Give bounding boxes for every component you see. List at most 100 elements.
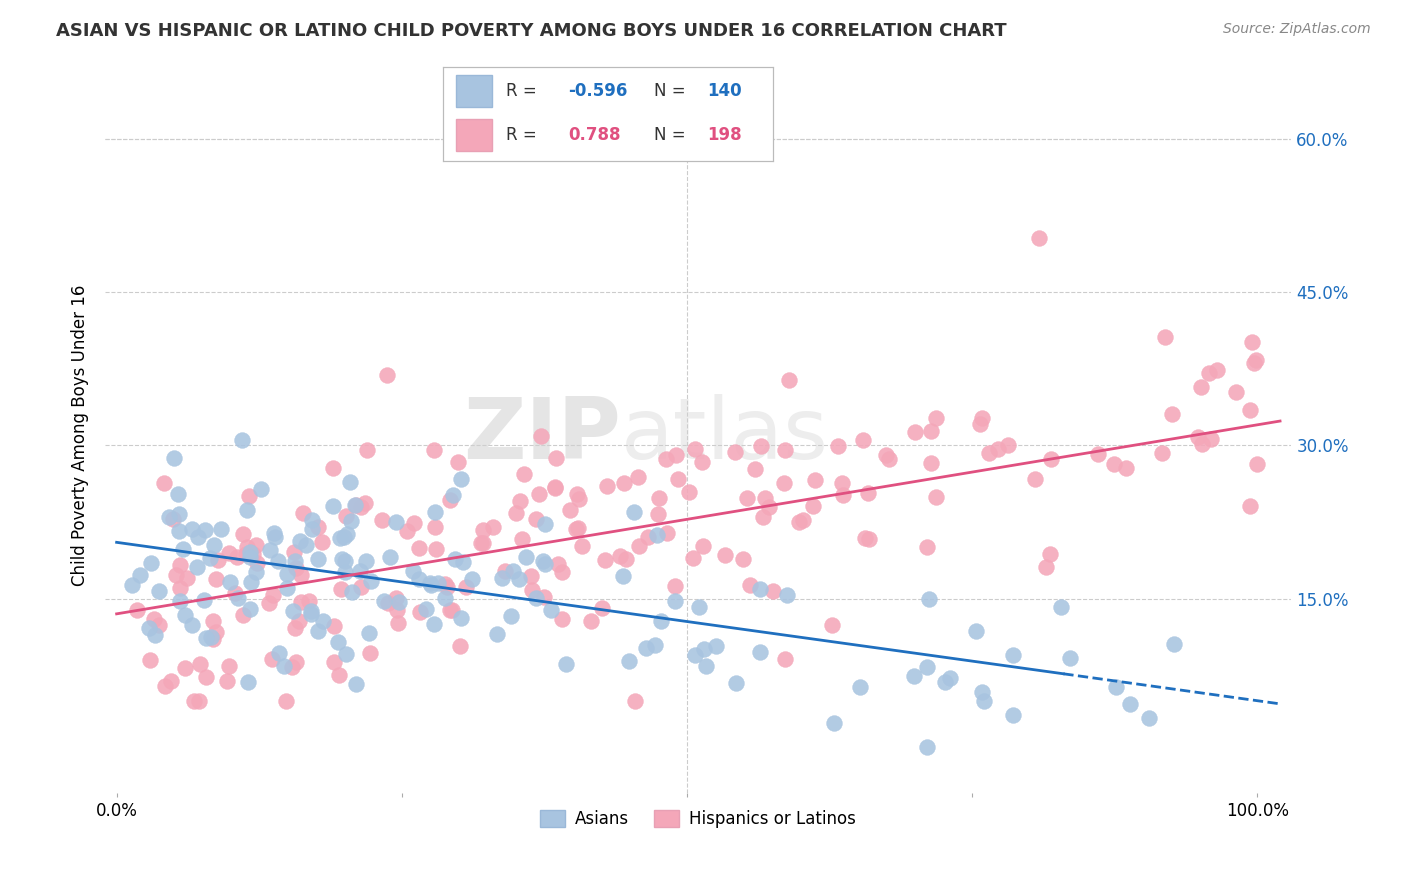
Point: [647, 507, 669, 521]
Point: [1246, 457, 1268, 471]
Point: [470, 535, 492, 549]
Point: [301, 607, 323, 621]
Point: [918, 592, 941, 607]
Point: [169, 582, 191, 596]
Point: [436, 580, 458, 594]
Point: [1161, 407, 1184, 421]
Point: [692, 641, 714, 656]
Point: [915, 659, 938, 673]
Point: [264, 530, 287, 544]
Point: [1244, 352, 1267, 367]
Point: [173, 661, 195, 675]
Point: [195, 670, 218, 684]
Point: [294, 539, 316, 553]
Legend: Asians, Hispanics or Latinos: Asians, Hispanics or Latinos: [534, 803, 863, 834]
Point: [972, 684, 994, 698]
Point: [299, 604, 322, 618]
Point: [284, 554, 307, 568]
Point: [167, 486, 190, 500]
Point: [280, 660, 302, 674]
Point: [723, 444, 745, 458]
Point: [200, 630, 222, 644]
Point: [772, 476, 794, 491]
Point: [283, 545, 305, 559]
Point: [560, 503, 582, 517]
Point: [165, 567, 187, 582]
Point: [920, 424, 942, 438]
Point: [551, 566, 574, 580]
Point: [568, 492, 591, 507]
Point: [915, 739, 938, 754]
Point: [423, 616, 446, 631]
Point: [1241, 334, 1264, 349]
Point: [1028, 231, 1050, 245]
Point: [239, 549, 262, 564]
Point: [524, 591, 547, 606]
Point: [138, 621, 160, 635]
Point: [1059, 651, 1081, 665]
Point: [239, 545, 262, 559]
Point: [454, 581, 477, 595]
Point: [174, 608, 197, 623]
Point: [513, 467, 536, 481]
Point: [690, 455, 713, 469]
Point: [714, 549, 737, 563]
Point: [195, 631, 218, 645]
Point: [307, 520, 329, 534]
Point: [1163, 637, 1185, 651]
Point: [749, 645, 772, 659]
Point: [273, 658, 295, 673]
Point: [450, 611, 472, 625]
Point: [450, 472, 472, 486]
Text: 198: 198: [707, 127, 742, 145]
Point: [695, 659, 717, 673]
Point: [419, 578, 441, 592]
Point: [645, 528, 668, 542]
Point: [188, 694, 211, 708]
Point: [350, 500, 373, 515]
Point: [444, 551, 467, 566]
Text: Source: ZipAtlas.com: Source: ZipAtlas.com: [1223, 22, 1371, 37]
Point: [920, 456, 942, 470]
Point: [441, 603, 464, 617]
Point: [502, 565, 524, 579]
Point: [752, 510, 775, 524]
Point: [544, 481, 567, 495]
Point: [499, 608, 522, 623]
Point: [565, 522, 588, 536]
Point: [125, 603, 148, 617]
Point: [1154, 330, 1177, 344]
Point: [738, 577, 761, 591]
Point: [326, 634, 349, 648]
Point: [336, 527, 359, 541]
Point: [322, 500, 344, 514]
Point: [534, 557, 557, 571]
Point: [349, 564, 371, 578]
Point: [491, 571, 513, 585]
Point: [329, 531, 352, 545]
Point: [904, 425, 927, 439]
Point: [163, 451, 186, 466]
Point: [167, 524, 190, 538]
Point: [201, 614, 224, 628]
Point: [520, 583, 543, 598]
Point: [330, 552, 353, 566]
Point: [973, 693, 995, 707]
Point: [832, 488, 855, 502]
Text: 140: 140: [707, 82, 742, 100]
Point: [527, 487, 550, 501]
Point: [1039, 547, 1062, 561]
Point: [655, 526, 678, 541]
Point: [520, 569, 543, 583]
Point: [262, 588, 284, 602]
Point: [1205, 363, 1227, 377]
Point: [183, 694, 205, 708]
Point: [704, 639, 727, 653]
Point: [591, 600, 613, 615]
Point: [335, 647, 357, 661]
Point: [307, 551, 329, 566]
Point: [143, 628, 166, 642]
Point: [1105, 680, 1128, 694]
Point: [551, 612, 574, 626]
Point: [276, 582, 298, 596]
